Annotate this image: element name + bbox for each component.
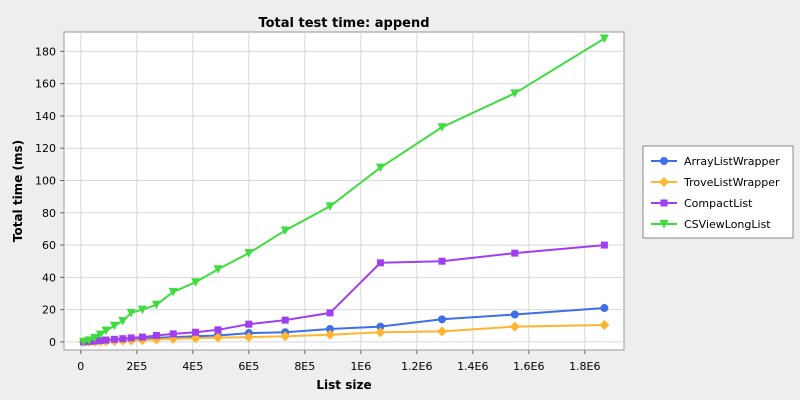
x-tick-label: 6E5 (238, 360, 259, 373)
y-tick-label: 0 (49, 336, 56, 349)
x-axis-ticks: 0 2E5 4E5 6E5 8E5 1E6 1.2E6 1.4E6 1.6E6 1.8E6 (77, 350, 601, 373)
data-point (102, 336, 110, 344)
series-layer (78, 34, 610, 347)
legend-item-arraylistwrapper: ArrayListWrapper (651, 155, 780, 168)
data-point (599, 34, 609, 43)
data-point (118, 316, 128, 326)
data-point (213, 332, 223, 343)
data-point (599, 319, 610, 330)
series-csviewlonglist (79, 34, 609, 347)
data-point (169, 330, 177, 338)
data-point (119, 335, 127, 343)
data-point (325, 202, 335, 211)
x-tick-label: 1.4E6 (457, 360, 488, 373)
data-point (281, 316, 289, 324)
y-tick-label: 180 (35, 45, 56, 58)
data-point (151, 300, 161, 310)
legend-label: CompactList (684, 197, 753, 210)
data-point (437, 326, 447, 337)
data-point (510, 310, 519, 319)
chart-title: Total test time: append (258, 16, 429, 31)
data-point (191, 278, 201, 287)
data-point (126, 308, 136, 318)
y-axis-ticks: 0 20 40 60 80 100 120 140 160 180 (35, 45, 64, 349)
y-tick-label: 20 (42, 304, 56, 317)
data-point (214, 326, 222, 334)
data-point (280, 331, 291, 342)
x-tick-label: 1.8E6 (569, 360, 600, 373)
data-point (375, 327, 386, 338)
x-tick-label: 2E5 (126, 360, 147, 373)
data-point (376, 259, 384, 267)
y-tick-label: 40 (42, 271, 56, 284)
y-axis-label: Total time (ms) (11, 140, 25, 242)
data-point (437, 123, 447, 132)
y-tick-label: 140 (35, 110, 56, 123)
series-compactlist (80, 241, 608, 346)
data-point (438, 257, 446, 265)
legend-item-trovelistwrapper: TroveListWrapper (651, 176, 780, 189)
data-point (325, 329, 335, 340)
x-tick-label: 4E5 (182, 360, 203, 373)
data-point (95, 330, 105, 340)
data-point (127, 334, 135, 342)
data-point (152, 331, 160, 339)
legend-item-csviewlonglist: CSViewLongList (651, 218, 771, 231)
x-tick-label: 1E6 (350, 360, 371, 373)
legend-label: ArrayListWrapper (684, 155, 780, 168)
data-point (213, 265, 223, 274)
data-point (101, 326, 111, 336)
data-point (109, 321, 119, 331)
x-tick-label: 0 (77, 360, 84, 373)
data-point (79, 337, 89, 347)
y-tick-label: 120 (35, 142, 56, 155)
legend-label: TroveListWrapper (683, 176, 780, 189)
data-point (138, 333, 146, 341)
data-point (110, 335, 118, 343)
data-point (375, 163, 385, 173)
data-point (509, 321, 520, 332)
data-point (511, 249, 519, 257)
data-point (137, 305, 147, 315)
x-tick-label: 1.2E6 (401, 360, 432, 373)
data-point (90, 333, 100, 343)
x-tick-label: 8E5 (294, 360, 315, 373)
y-tick-label: 160 (35, 78, 56, 91)
data-point (326, 309, 334, 317)
data-point (438, 315, 446, 324)
data-point (84, 336, 94, 345)
x-tick-label: 1.6E6 (513, 360, 544, 373)
plot-area (63, 31, 625, 351)
data-point (600, 304, 609, 313)
data-point (96, 336, 104, 344)
legend-label: CSViewLongList (684, 218, 771, 231)
data-point (600, 241, 608, 249)
legend-marker (659, 177, 669, 187)
legend-marker (660, 199, 668, 207)
data-point (280, 226, 290, 236)
data-point (326, 325, 334, 334)
data-point (245, 320, 253, 328)
legend: ArrayListWrapper TroveListWrapper CompactL… (642, 145, 794, 239)
data-point (243, 332, 254, 343)
data-point (376, 322, 385, 331)
legend-marker (660, 157, 668, 165)
legend-marker (659, 220, 669, 229)
data-point (244, 249, 254, 258)
data-point (192, 328, 200, 336)
y-tick-label: 60 (42, 239, 56, 252)
data-point (168, 287, 178, 297)
y-tick-label: 100 (35, 175, 56, 188)
y-tick-label: 80 (42, 207, 56, 220)
legend-item-compactlist: CompactList (651, 197, 753, 210)
data-point (510, 89, 520, 98)
x-axis-label: List size (316, 378, 371, 392)
